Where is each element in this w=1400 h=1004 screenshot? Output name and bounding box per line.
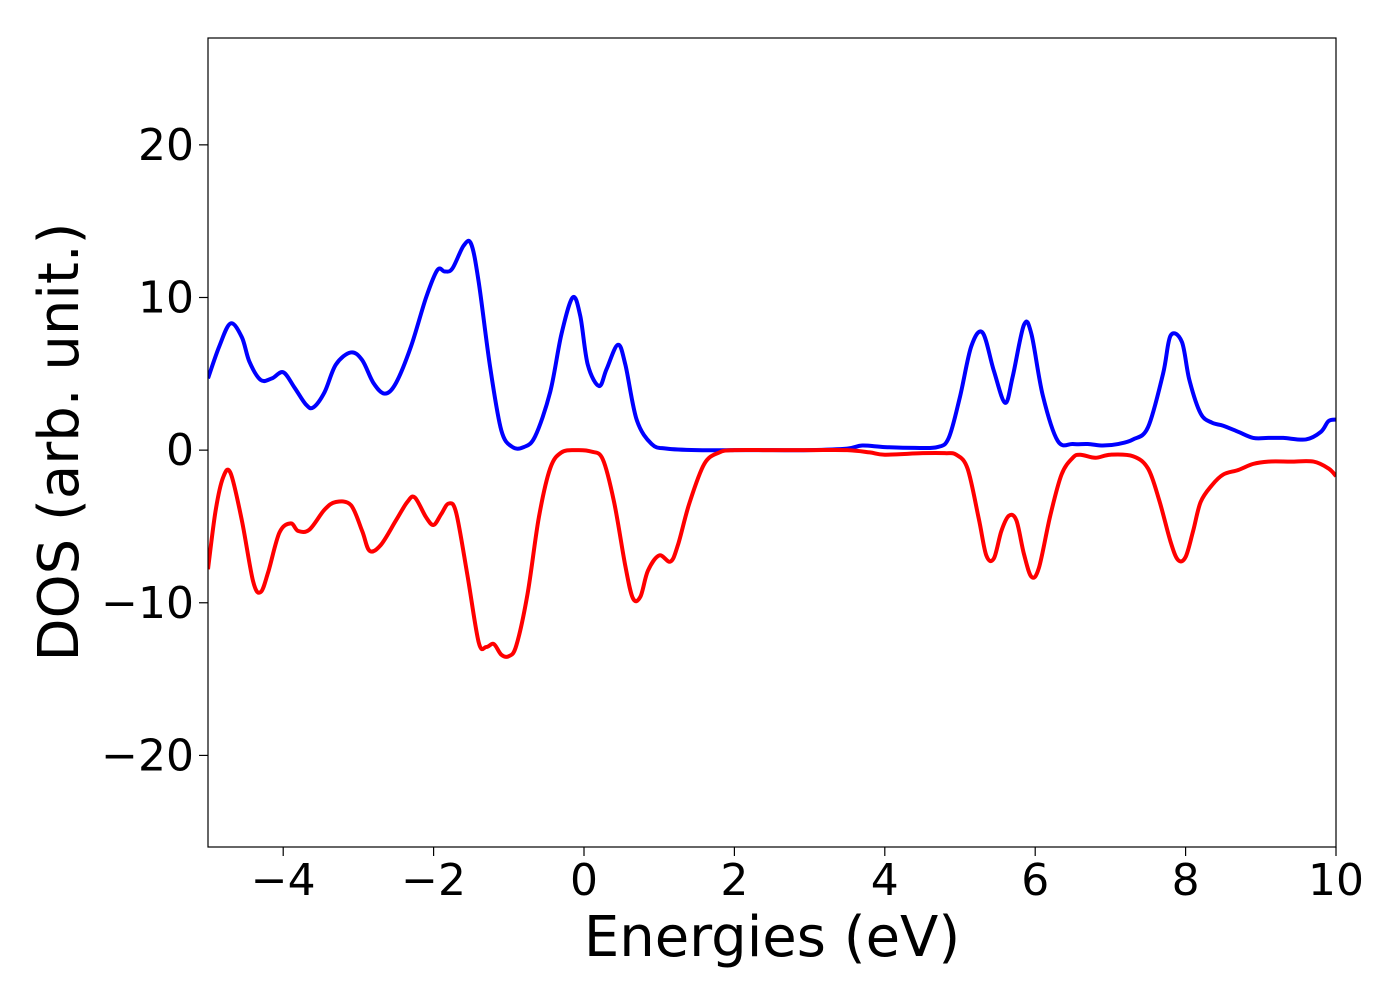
spin-down-dos-line bbox=[208, 447, 1336, 659]
x-tick-label: 0 bbox=[570, 855, 598, 906]
y-tick-label: 10 bbox=[138, 272, 194, 323]
y-axis-label: DOS (arb. unit.) bbox=[27, 222, 92, 661]
spin-up-dos-line bbox=[208, 238, 1336, 453]
x-tick-label: 4 bbox=[871, 855, 899, 906]
y-tick-label: 20 bbox=[138, 120, 194, 171]
x-tick-label: 6 bbox=[1021, 855, 1049, 906]
y-tick-label: 0 bbox=[166, 425, 194, 476]
plot-frame bbox=[207, 37, 1337, 848]
series-layer bbox=[208, 238, 1336, 659]
x-tick-label: 2 bbox=[720, 855, 748, 906]
x-axis-ticks: −4 −2 0 2 4 6 8 10 bbox=[251, 847, 1364, 906]
y-tick-label: −20 bbox=[101, 730, 194, 781]
x-axis-label: Energies (eV) bbox=[584, 905, 960, 970]
y-tick-label: −10 bbox=[101, 578, 194, 629]
y-axis-ticks: −20 −10 0 10 20 bbox=[101, 120, 208, 781]
x-tick-label: 10 bbox=[1308, 855, 1364, 906]
x-tick-label: −2 bbox=[401, 855, 466, 906]
x-tick-label: 8 bbox=[1172, 855, 1200, 906]
x-tick-label: −4 bbox=[251, 855, 316, 906]
